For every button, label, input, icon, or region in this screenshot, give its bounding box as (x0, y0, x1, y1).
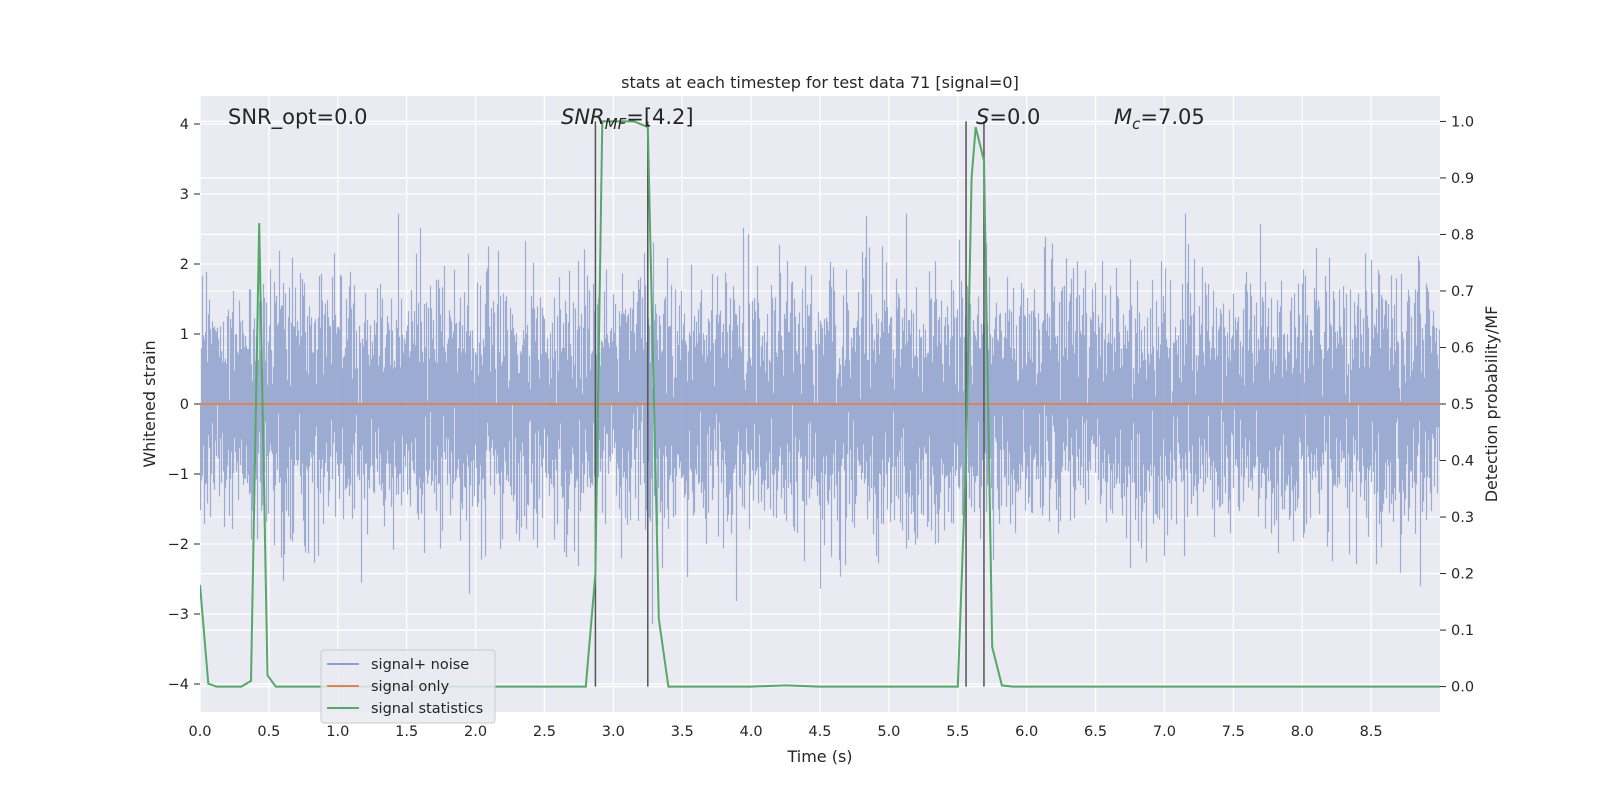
annotation-s-rest: =0.0 (989, 105, 1040, 129)
y-tick-label-0: −4 (168, 677, 189, 693)
x-axis-label: Time (s) (786, 747, 852, 766)
y2-tick-label-0: 0.0 (1451, 680, 1474, 696)
y-tick-label-8: 4 (180, 117, 189, 133)
x-tick-label-5: 2.5 (533, 724, 556, 740)
x-tick-label-6: 3.0 (602, 724, 625, 740)
x-tick-label-7: 3.5 (671, 724, 694, 740)
annotation-mc: Mc=7.05 (1114, 105, 1205, 133)
x-tick-label-9: 4.5 (808, 724, 831, 740)
legend-entry-signal-statistics: signal statistics (371, 701, 483, 717)
annotation-mc-rest: =7.05 (1140, 105, 1204, 129)
x-tick-label-16: 8.0 (1291, 724, 1314, 740)
x-tick-label-0: 0.0 (188, 724, 211, 740)
x-axis: 0.0 0.5 1.0 1.5 2.0 2.5 3.0 3.5 4.0 4.5 5.0 5.5 6.0 6… (188, 724, 1382, 740)
x-tick-label-8: 4.0 (740, 724, 763, 740)
y2-tick-label-4: 0.4 (1451, 454, 1474, 470)
annotation-snr-mf: SNRMF=[4.2] (561, 105, 694, 133)
y-tick-label-5: 1 (180, 327, 189, 343)
annotation-snr-mf-rest: =[4.2] (626, 105, 693, 129)
x-tick-label-4: 2.0 (464, 724, 487, 740)
y2-tick-label-1: 0.1 (1451, 623, 1474, 639)
annotation-snr-opt: SNR_opt=0.0 (228, 105, 368, 130)
annotation-mc-base: M (1114, 105, 1132, 129)
annotation-s: S=0.0 (976, 105, 1040, 129)
y-tick-label-3: −1 (168, 467, 189, 483)
annotation-snr-mf-sub: MF (605, 115, 627, 133)
x-tick-label-17: 8.5 (1360, 724, 1383, 740)
y2-tick-label-6: 0.6 (1451, 340, 1474, 356)
y-tick-label-7: 3 (180, 187, 189, 203)
legend-entry-signal-only: signal only (371, 679, 450, 695)
x-tick-label-13: 6.5 (1084, 724, 1107, 740)
y-tick-label-1: −3 (168, 607, 189, 623)
y-axis-left: −4 −3 −2 −1 0 1 2 3 4 (168, 117, 200, 693)
legend-entry-signal-noise: signal+ noise (371, 657, 469, 673)
x-tick-label-14: 7.0 (1153, 724, 1176, 740)
y2-tick-label-8: 0.8 (1451, 227, 1474, 243)
y2-tick-label-9: 0.9 (1451, 171, 1474, 187)
legend-box (320, 649, 496, 724)
y-tick-label-6: 2 (180, 257, 189, 273)
x-tick-label-12: 6.0 (1015, 724, 1038, 740)
x-tick-label-11: 5.5 (946, 724, 969, 740)
y2-tick-label-3: 0.3 (1451, 510, 1474, 526)
x-tick-label-2: 1.0 (326, 724, 349, 740)
x-tick-label-3: 1.5 (395, 724, 418, 740)
chart-title: stats at each timestep for test data 71 … (621, 73, 1019, 92)
signal-noise-trace (200, 213, 1440, 624)
y2-axis-label: Detection probability/MF (1482, 306, 1501, 503)
y-axis-right: 0.0 0.1 0.2 0.3 0.4 0.5 0.6 0.7 0.8 0.9 1.0 (1440, 114, 1474, 696)
y-axis-label: Whitened strain (140, 340, 159, 467)
legend: signal+ noise signal only signal statist… (320, 649, 496, 724)
y2-tick-label-5: 0.5 (1451, 397, 1474, 413)
y2-tick-label-7: 0.7 (1451, 284, 1474, 300)
x-tick-label-15: 7.5 (1222, 724, 1245, 740)
annotation-mc-sub: c (1132, 115, 1141, 133)
series-signal-statistics (200, 120, 1440, 688)
y-tick-label-2: −2 (168, 537, 189, 553)
y-tick-label-4: 0 (180, 397, 189, 413)
x-tick-label-10: 5.0 (877, 724, 900, 740)
series-signal-noise (200, 213, 1440, 624)
annotation-s-label: S (976, 105, 989, 129)
x-tick-label-1: 0.5 (257, 724, 280, 740)
annotation-snr-mf-base: SNR (561, 105, 605, 129)
y2-tick-label-2: 0.2 (1451, 567, 1474, 583)
y2-tick-label-10: 1.0 (1451, 114, 1474, 130)
